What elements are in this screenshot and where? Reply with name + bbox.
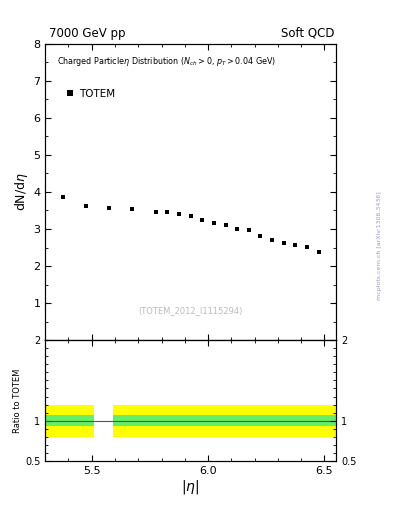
TOTEM bbox=[176, 211, 181, 217]
X-axis label: $|\eta|$: $|\eta|$ bbox=[182, 478, 200, 497]
Line: TOTEM: TOTEM bbox=[60, 195, 321, 254]
Legend: TOTEM: TOTEM bbox=[62, 84, 119, 103]
TOTEM bbox=[258, 233, 263, 240]
TOTEM bbox=[188, 213, 193, 219]
TOTEM bbox=[305, 244, 309, 250]
TOTEM bbox=[153, 208, 158, 215]
Text: (TOTEM_2012_I1115294): (TOTEM_2012_I1115294) bbox=[138, 306, 243, 315]
TOTEM bbox=[270, 237, 274, 243]
TOTEM bbox=[246, 227, 251, 233]
TOTEM bbox=[165, 209, 170, 215]
TOTEM bbox=[84, 203, 88, 209]
TOTEM bbox=[130, 206, 135, 212]
TOTEM bbox=[223, 222, 228, 228]
TOTEM bbox=[200, 217, 205, 223]
Text: Charged Particle$\eta$ Distribution ($N_{ch} > 0$, $p_T > 0.04$ GeV): Charged Particle$\eta$ Distribution ($N_… bbox=[57, 55, 276, 69]
TOTEM bbox=[281, 240, 286, 246]
Y-axis label: Ratio to TOTEM: Ratio to TOTEM bbox=[13, 368, 22, 433]
TOTEM bbox=[293, 242, 298, 248]
Y-axis label: dN/d$\eta$: dN/d$\eta$ bbox=[13, 173, 30, 211]
TOTEM bbox=[316, 249, 321, 255]
Text: mcplots.cern.ch [arXiv:1306.3436]: mcplots.cern.ch [arXiv:1306.3436] bbox=[377, 191, 382, 300]
TOTEM bbox=[211, 220, 216, 226]
Text: Soft QCD: Soft QCD bbox=[281, 27, 334, 40]
TOTEM bbox=[60, 195, 65, 201]
TOTEM bbox=[235, 226, 239, 232]
Text: 7000 GeV pp: 7000 GeV pp bbox=[49, 27, 126, 40]
TOTEM bbox=[107, 205, 112, 211]
